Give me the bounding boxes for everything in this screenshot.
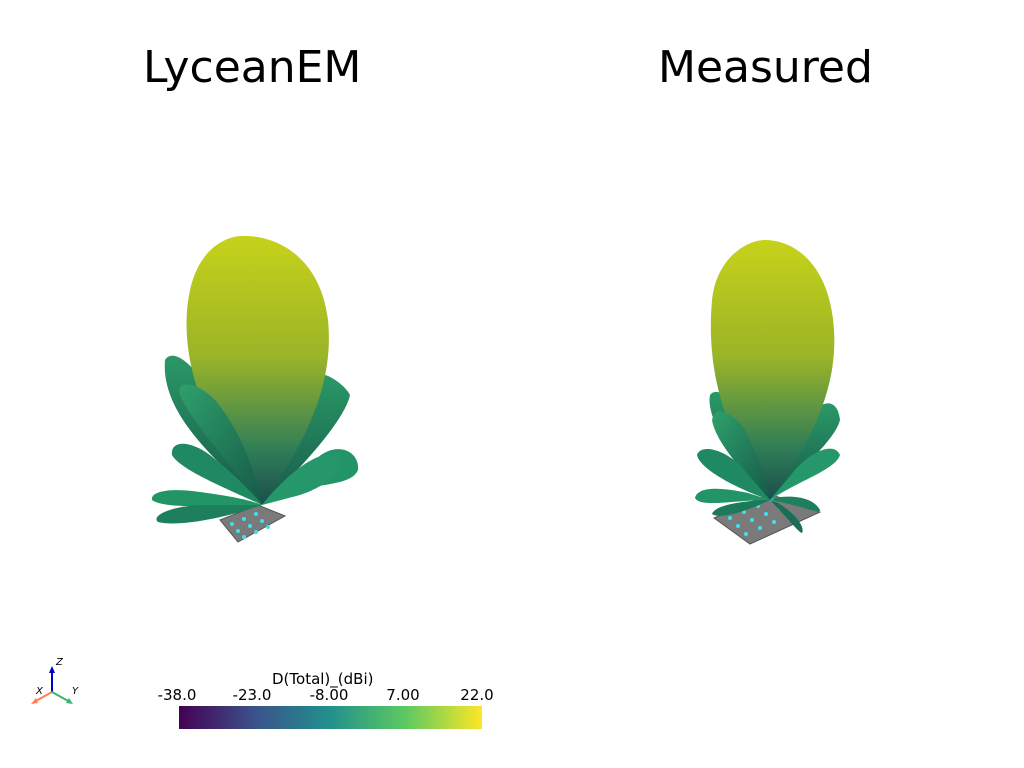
x-axis-label: X [36, 686, 43, 697]
colorbar-tick: 7.00 [386, 686, 420, 704]
measured-pattern [695, 240, 840, 545]
colorbar-title: D(Total)_(dBi) [272, 670, 374, 688]
colorbar-tick: -38.0 [157, 686, 197, 704]
antenna-elements [230, 512, 270, 539]
right-panel-title: Measured [658, 42, 873, 93]
lyceanem-pattern [151, 235, 359, 543]
colorbar-tick: 22.0 [460, 686, 494, 704]
colorbar-tick: -23.0 [232, 686, 272, 704]
colorbar-tick: -8.00 [309, 686, 349, 704]
y-axis-label: Y [72, 686, 79, 697]
left-panel-title: LyceanEM [143, 42, 362, 93]
colorbar [179, 706, 482, 729]
z-axis-label: Z [56, 657, 63, 668]
orientation-axes-widget [31, 666, 73, 704]
